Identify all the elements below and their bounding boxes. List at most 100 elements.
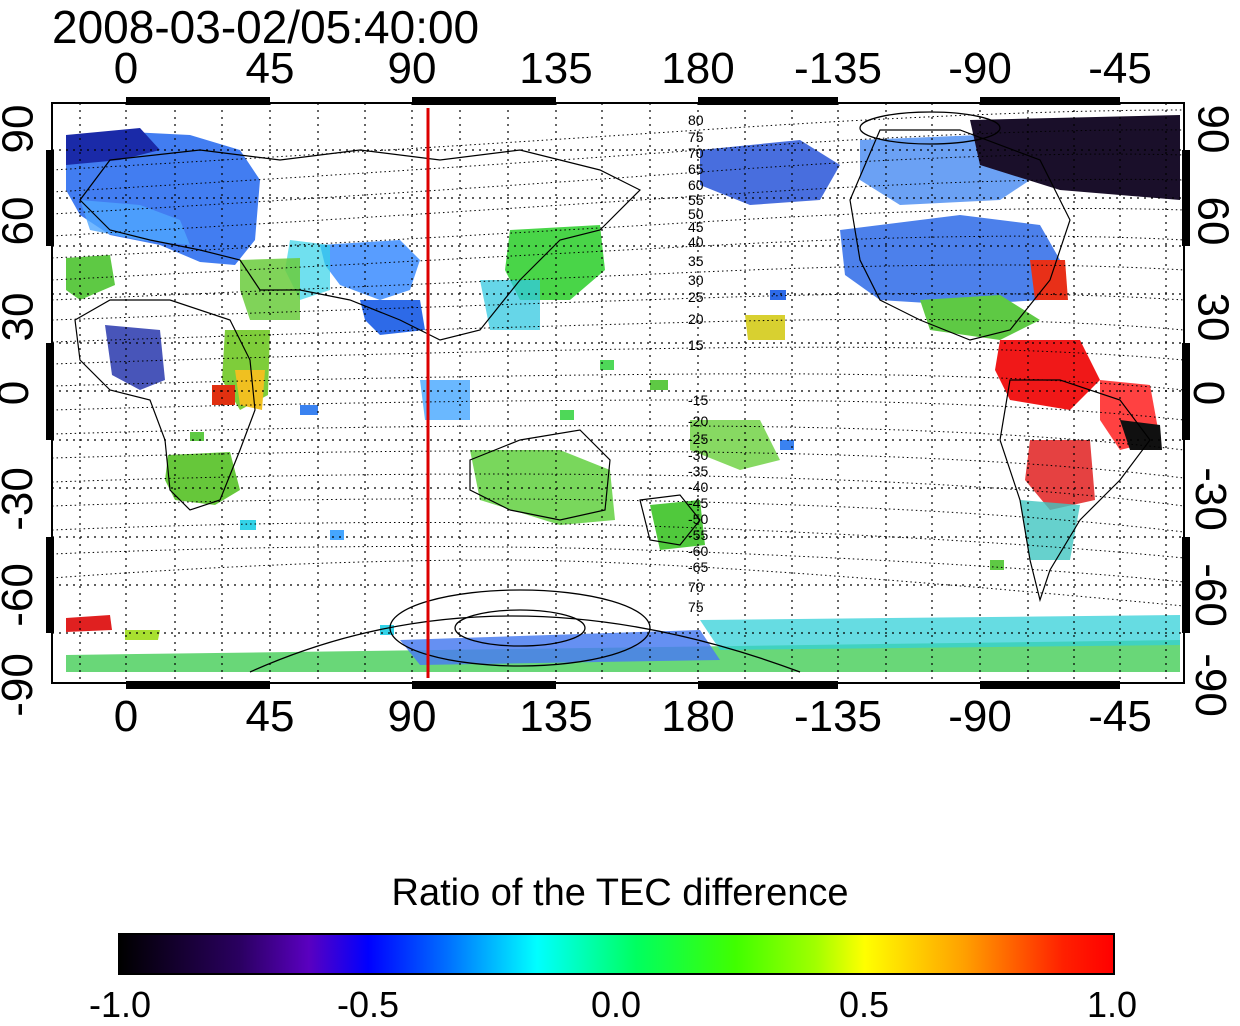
contour-label: 75 bbox=[688, 129, 704, 145]
lat-lon-grid bbox=[52, 103, 1184, 683]
tec-patch bbox=[125, 630, 160, 640]
tec-patch bbox=[1120, 420, 1162, 450]
top-tick-label: 180 bbox=[661, 44, 735, 93]
contour-label: 50 bbox=[688, 206, 704, 222]
contour-label: 15 bbox=[688, 337, 704, 353]
tec-patch bbox=[165, 452, 240, 505]
tec-patch bbox=[105, 325, 165, 390]
tec-patch bbox=[400, 630, 720, 665]
magnetic-latitude-contours bbox=[52, 109, 1184, 607]
tec-cell bbox=[600, 360, 614, 370]
right-tick-label: -30 bbox=[1185, 467, 1235, 531]
colorbar-gradient bbox=[118, 933, 1115, 975]
contour-label: 80 bbox=[688, 112, 704, 128]
left-tick-label: -60 bbox=[0, 563, 42, 627]
contour-label: -50 bbox=[688, 511, 708, 527]
tec-cell bbox=[330, 530, 344, 540]
left-tick-label: 60 bbox=[0, 196, 43, 246]
contour-label: -65 bbox=[688, 559, 708, 575]
contour-label: 55 bbox=[688, 192, 704, 208]
top-tick-label: 0 bbox=[113, 44, 139, 93]
contour-label: 20 bbox=[688, 311, 704, 327]
tec-patch bbox=[920, 295, 1040, 340]
right-tick-label: 60 bbox=[1188, 196, 1238, 246]
top-tick-label: 90 bbox=[387, 44, 437, 93]
top-tick-label: -135 bbox=[793, 44, 883, 93]
contour-label: 60 bbox=[688, 177, 704, 193]
tec-cell bbox=[780, 440, 794, 450]
auroral-oval-contours bbox=[249, 111, 1001, 673]
right-tick-label: 0 bbox=[1184, 380, 1234, 406]
tec-patch bbox=[995, 340, 1100, 410]
contour-label: -45 bbox=[688, 495, 708, 511]
contour-label: -15 bbox=[688, 392, 708, 408]
contour-label: 35 bbox=[688, 253, 704, 269]
tec-patch bbox=[650, 500, 705, 550]
contour-label: 25 bbox=[688, 289, 704, 305]
top-tick-label: 135 bbox=[519, 44, 593, 93]
left-tick-label: -90 bbox=[0, 653, 42, 717]
timestamp-title: 2008-03-02/05:40:00 bbox=[52, 1, 480, 53]
contour-label: -55 bbox=[688, 527, 708, 543]
tec-patch bbox=[420, 380, 470, 420]
right-tick-label: -60 bbox=[1185, 563, 1235, 627]
right-tick-label: 30 bbox=[1188, 292, 1238, 342]
tec-patch bbox=[1025, 440, 1095, 510]
tec-patch bbox=[700, 140, 840, 205]
bottom-tick-label: 0 bbox=[113, 692, 139, 741]
right-tick-label: 90 bbox=[1188, 104, 1238, 154]
coastlines bbox=[74, 129, 1151, 603]
colorbar-tick-label: -1.0 bbox=[88, 984, 152, 1025]
top-tick-label: 45 bbox=[245, 44, 295, 93]
tec-patch bbox=[66, 128, 160, 165]
tec-patch bbox=[1030, 260, 1068, 300]
contour-labels-south: -15 -20 -25-30-35-40-45-50-55-60-65 70 75 bbox=[688, 392, 708, 615]
contour-label: -60 bbox=[688, 543, 708, 559]
tec-patch bbox=[970, 115, 1180, 200]
contour-label: 70 bbox=[688, 579, 704, 595]
bottom-tick-label: -90 bbox=[948, 692, 1012, 741]
tec-cell bbox=[240, 520, 256, 530]
tec-patch bbox=[745, 315, 785, 340]
top-tick-label: -90 bbox=[948, 44, 1012, 93]
colorbar-tick-label: -0.5 bbox=[336, 984, 400, 1025]
tec-patch bbox=[66, 615, 112, 632]
tec-patch bbox=[700, 615, 1180, 650]
bottom-tick-label: 135 bbox=[519, 692, 593, 741]
colorbar-tick-label: 0.0 bbox=[590, 984, 642, 1025]
tec-patch bbox=[212, 385, 235, 405]
contour-label: -35 bbox=[688, 463, 708, 479]
tec-patch bbox=[840, 215, 1060, 305]
bottom-tick-label: 180 bbox=[661, 692, 735, 741]
contour-label: 40 bbox=[688, 234, 704, 250]
tec-patch bbox=[66, 255, 115, 300]
tec-cell bbox=[560, 410, 574, 420]
contour-label: -20 bbox=[688, 413, 708, 429]
colorbar-tick-label: 1.0 bbox=[1086, 984, 1138, 1025]
tec-cell bbox=[990, 560, 1004, 570]
bottom-tick-label: -135 bbox=[793, 692, 883, 741]
contour-label: 30 bbox=[688, 272, 704, 288]
bottom-tick-label: -45 bbox=[1088, 692, 1152, 741]
tec-patch bbox=[240, 258, 300, 320]
left-tick-label: 90 bbox=[0, 104, 43, 154]
tec-cell bbox=[190, 432, 204, 441]
top-tick-label: -45 bbox=[1088, 44, 1152, 93]
tec-cell bbox=[380, 625, 394, 635]
contour-label: -40 bbox=[688, 479, 708, 495]
bottom-tick-label: 90 bbox=[387, 692, 437, 741]
contour-label: 75 bbox=[688, 599, 704, 615]
contour-label: 70 bbox=[688, 145, 704, 161]
left-tick-label: 0 bbox=[0, 381, 39, 405]
contour-label: 65 bbox=[688, 161, 704, 177]
tec-cell bbox=[300, 405, 318, 415]
frame-tick-bars bbox=[46, 97, 1190, 689]
right-tick-label: -90 bbox=[1185, 653, 1235, 717]
tec-patch bbox=[320, 240, 420, 300]
tec-patch bbox=[235, 370, 265, 410]
tec-patch bbox=[480, 280, 540, 330]
left-tick-label: 30 bbox=[0, 292, 43, 342]
colorbar-title: Ratio of the TEC difference bbox=[391, 872, 849, 914]
contour-label: -30 bbox=[688, 447, 708, 463]
